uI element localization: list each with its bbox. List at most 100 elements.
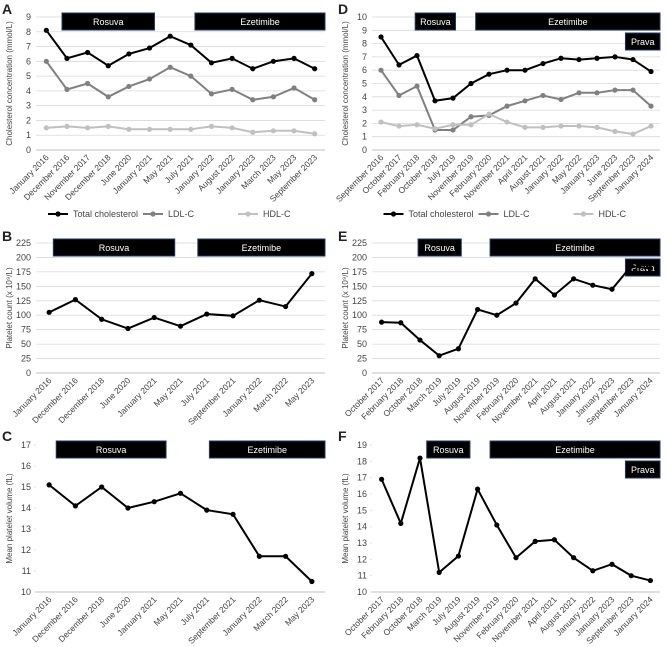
treatment-label: Rosuva — [99, 243, 130, 253]
point — [250, 66, 256, 72]
point — [450, 127, 456, 133]
legend-marker — [485, 211, 492, 217]
point — [43, 125, 49, 131]
y-tick-label: 11 — [22, 566, 31, 576]
point — [468, 122, 474, 128]
point — [105, 94, 111, 100]
point — [532, 538, 538, 544]
treatment-bar — [624, 460, 661, 479]
y-tick-label: 2 — [362, 118, 367, 128]
point — [229, 55, 235, 61]
y-tick-label: 75 — [21, 325, 31, 335]
point — [609, 561, 615, 567]
point — [648, 68, 654, 75]
point — [628, 573, 634, 579]
y-tick-label: 175 — [352, 267, 367, 277]
point — [282, 553, 289, 559]
treatment-bar — [417, 238, 462, 257]
point — [494, 522, 500, 528]
treatment-bar — [55, 440, 167, 459]
point — [612, 87, 618, 93]
point — [648, 103, 654, 109]
line — [45, 60, 316, 101]
point — [486, 111, 492, 117]
legend-marker — [150, 211, 156, 217]
point — [540, 124, 546, 130]
point — [378, 67, 384, 73]
y-tick-label: 15 — [357, 505, 367, 515]
line — [380, 112, 652, 136]
point — [594, 124, 600, 130]
point — [99, 484, 105, 490]
y-tick-label: 200 — [16, 252, 31, 262]
point — [398, 320, 404, 326]
y-tick-label: 125 — [352, 296, 367, 306]
point — [571, 555, 577, 561]
point — [188, 73, 194, 79]
point — [229, 86, 235, 93]
point — [177, 323, 184, 329]
point — [64, 123, 70, 129]
point — [250, 129, 256, 135]
point — [571, 276, 577, 282]
point — [558, 55, 564, 61]
legend-label: LDL-C — [168, 209, 195, 219]
point — [432, 98, 438, 104]
legend-label: Total cholesterol — [409, 209, 474, 219]
point — [167, 126, 173, 132]
point — [414, 52, 420, 59]
y-tick-label: 100 — [16, 310, 31, 320]
point — [167, 33, 173, 39]
point — [208, 60, 215, 66]
point — [270, 128, 276, 134]
point — [72, 297, 79, 303]
point — [414, 122, 420, 128]
y-tick-label: 14 — [21, 503, 31, 513]
point — [396, 123, 402, 129]
y-tick-label: 13 — [357, 538, 367, 548]
y-tick-label: 7 — [362, 52, 367, 62]
treatment-label: Rosuva — [93, 17, 124, 27]
point — [208, 123, 215, 129]
y-tick-label: 100 — [352, 310, 367, 320]
y-tick-label: 175 — [16, 267, 31, 277]
y-tick-label: 0 — [362, 368, 367, 378]
legend-marker — [245, 211, 251, 217]
point — [256, 553, 262, 559]
point — [85, 49, 91, 56]
point — [188, 42, 194, 48]
point — [590, 568, 596, 574]
point — [513, 555, 519, 561]
x-tick-label: December 2018 — [56, 594, 106, 644]
point — [396, 62, 402, 68]
point — [151, 314, 157, 321]
point — [475, 306, 481, 313]
y-tick-label: 4 — [362, 92, 367, 102]
point — [256, 297, 262, 303]
y-tick-label: 13 — [21, 524, 31, 534]
point — [609, 286, 615, 292]
point — [126, 126, 132, 132]
point — [312, 97, 318, 103]
point — [309, 578, 315, 585]
point — [229, 125, 235, 131]
point — [630, 87, 636, 93]
point — [398, 520, 404, 527]
line — [46, 125, 315, 135]
y-tick-label: 3 — [362, 105, 367, 115]
x-tick-label: May 2023 — [283, 375, 317, 409]
point — [230, 313, 236, 319]
point — [648, 123, 654, 129]
y-tick-label: 1 — [26, 130, 31, 140]
point — [630, 56, 636, 63]
point — [270, 94, 276, 100]
treatment-label: Ezetimibe — [555, 243, 595, 253]
y-tick-label: 5 — [362, 79, 367, 89]
panel-label: D — [338, 1, 348, 17]
point — [576, 90, 582, 96]
point — [309, 271, 315, 277]
point — [125, 505, 131, 511]
y-tick-label: 18 — [357, 456, 367, 466]
point — [417, 337, 423, 343]
point — [46, 309, 52, 315]
